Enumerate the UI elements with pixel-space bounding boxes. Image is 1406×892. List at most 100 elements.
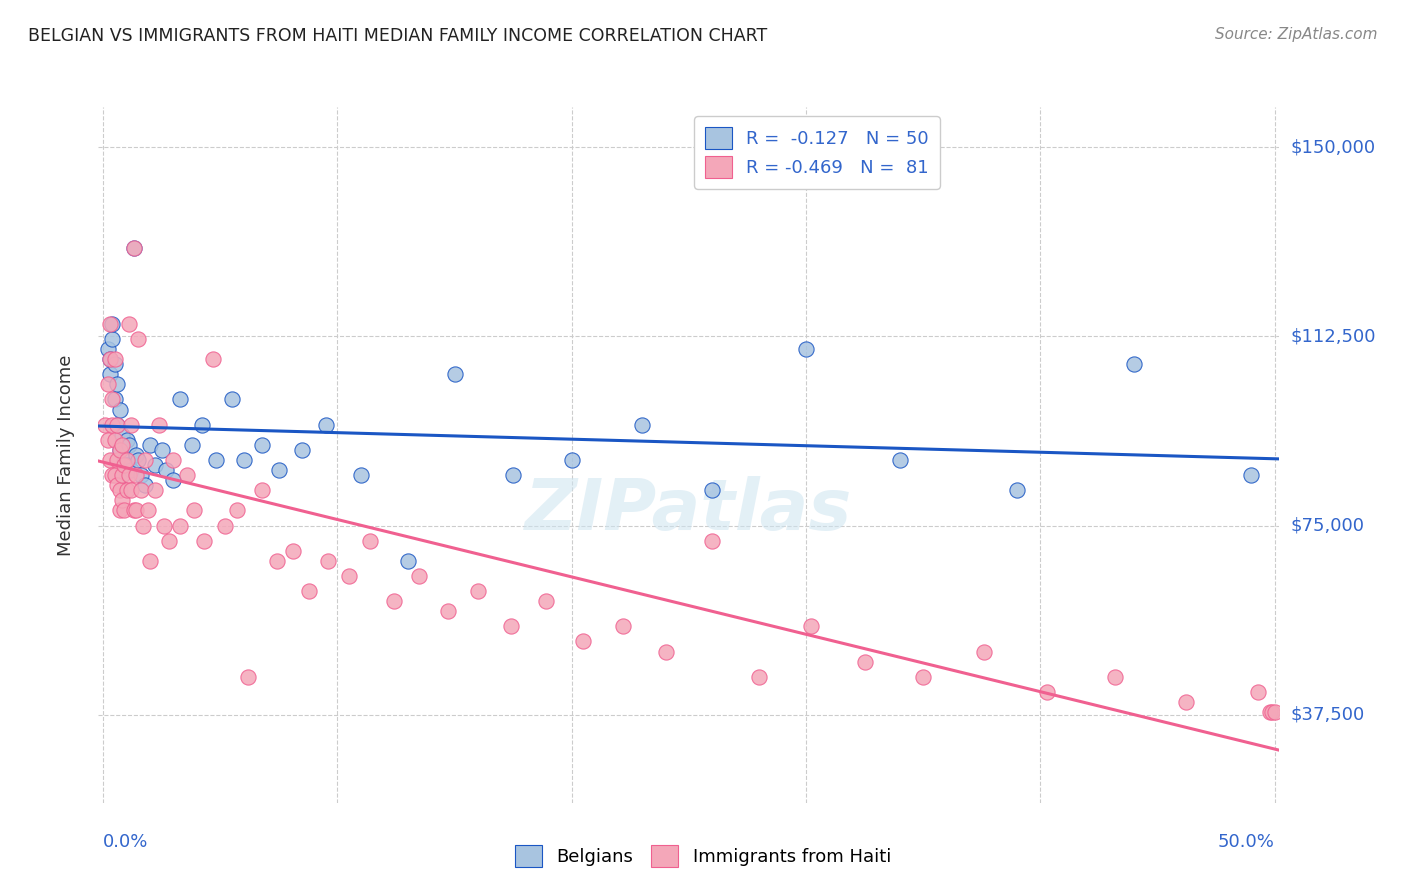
Point — [190, 417, 212, 432]
Point — [502, 468, 524, 483]
Point — [143, 458, 166, 472]
Text: $150,000: $150,000 — [1291, 138, 1375, 156]
Point — [204, 453, 226, 467]
Point — [853, 655, 876, 669]
Point — [122, 241, 145, 255]
Point — [214, 518, 236, 533]
Point — [134, 478, 156, 492]
Text: $112,500: $112,500 — [1291, 327, 1376, 345]
Point — [443, 368, 465, 382]
Point — [115, 458, 138, 472]
Point — [118, 317, 141, 331]
Point — [315, 417, 337, 432]
Point — [162, 473, 184, 487]
Point — [1261, 705, 1284, 719]
Point — [108, 503, 131, 517]
Point — [1258, 705, 1281, 719]
Text: Source: ZipAtlas.com: Source: ZipAtlas.com — [1215, 27, 1378, 42]
Point — [101, 417, 124, 432]
Point — [252, 438, 274, 452]
Point — [120, 417, 142, 432]
Point — [654, 644, 676, 658]
Point — [98, 453, 121, 467]
Point — [115, 433, 138, 447]
Point — [800, 619, 823, 633]
Point — [499, 619, 522, 633]
Point — [155, 463, 177, 477]
Point — [104, 433, 127, 447]
Point — [150, 442, 173, 457]
Point — [104, 392, 127, 407]
Point — [281, 543, 304, 558]
Point — [98, 352, 121, 367]
Point — [122, 241, 145, 255]
Point — [111, 438, 134, 452]
Point — [101, 468, 124, 483]
Point — [129, 483, 152, 498]
Y-axis label: Median Family Income: Median Family Income — [56, 354, 75, 556]
Point — [1005, 483, 1028, 498]
Point — [108, 483, 131, 498]
Point — [316, 554, 339, 568]
Point — [183, 503, 205, 517]
Text: BELGIAN VS IMMIGRANTS FROM HAITI MEDIAN FAMILY INCOME CORRELATION CHART: BELGIAN VS IMMIGRANTS FROM HAITI MEDIAN … — [28, 27, 768, 45]
Point — [127, 453, 149, 467]
Point — [105, 377, 128, 392]
Point — [225, 503, 247, 517]
Point — [134, 453, 156, 467]
Text: 0.0%: 0.0% — [103, 833, 149, 851]
Point — [221, 392, 243, 407]
Point — [105, 417, 128, 432]
Point — [112, 458, 135, 472]
Point — [98, 368, 121, 382]
Point — [108, 442, 131, 457]
Point — [139, 554, 162, 568]
Point — [436, 604, 458, 618]
Point — [889, 453, 911, 467]
Point — [94, 417, 117, 432]
Point — [101, 317, 124, 331]
Point — [408, 569, 430, 583]
Point — [702, 483, 724, 498]
Point — [125, 468, 148, 483]
Point — [561, 453, 583, 467]
Point — [1123, 357, 1146, 371]
Point — [612, 619, 634, 633]
Point — [132, 518, 155, 533]
Point — [382, 594, 405, 608]
Point — [534, 594, 557, 608]
Point — [1174, 695, 1197, 709]
Point — [181, 438, 204, 452]
Point — [111, 468, 134, 483]
Point — [118, 468, 141, 483]
Point — [193, 533, 215, 548]
Point — [267, 463, 290, 477]
Text: 50.0%: 50.0% — [1218, 833, 1275, 851]
Point — [1240, 468, 1263, 483]
Point — [108, 402, 131, 417]
Point — [238, 670, 260, 684]
Point — [1247, 685, 1270, 699]
Point — [176, 468, 198, 483]
Point — [973, 644, 995, 658]
Point — [97, 377, 120, 392]
Point — [794, 342, 817, 356]
Point — [162, 453, 184, 467]
Point — [169, 518, 191, 533]
Point — [467, 584, 489, 599]
Point — [97, 433, 120, 447]
Point — [104, 352, 127, 367]
Point — [105, 417, 128, 432]
Point — [350, 468, 373, 483]
Point — [98, 317, 121, 331]
Text: ZIPatlas: ZIPatlas — [526, 476, 852, 545]
Point — [112, 503, 135, 517]
Point — [912, 670, 935, 684]
Point — [232, 453, 254, 467]
Point — [111, 468, 134, 483]
Point — [105, 478, 128, 492]
Point — [136, 503, 159, 517]
Point — [125, 448, 148, 462]
Point — [98, 352, 121, 367]
Point — [105, 453, 128, 467]
